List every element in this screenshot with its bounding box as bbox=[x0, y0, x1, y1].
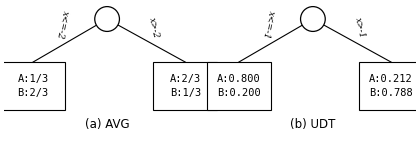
Ellipse shape bbox=[301, 7, 325, 31]
Text: B:0.200: B:0.200 bbox=[217, 88, 261, 98]
Text: B:1/3: B:1/3 bbox=[170, 88, 201, 98]
Text: B:0.788: B:0.788 bbox=[369, 88, 413, 98]
Text: A:1/3: A:1/3 bbox=[17, 74, 49, 84]
Text: (b) UDT: (b) UDT bbox=[290, 118, 336, 131]
Text: x>-2: x>-2 bbox=[147, 16, 160, 39]
FancyBboxPatch shape bbox=[359, 62, 420, 110]
Text: x>-1: x>-1 bbox=[353, 16, 366, 39]
Text: x<=-2: x<=-2 bbox=[55, 9, 70, 39]
Text: (a) AVG: (a) AVG bbox=[85, 118, 129, 131]
Text: A:0.212: A:0.212 bbox=[369, 74, 413, 84]
Text: A:2/3: A:2/3 bbox=[170, 74, 201, 84]
FancyBboxPatch shape bbox=[153, 62, 217, 110]
Text: x<=-1: x<=-1 bbox=[261, 9, 276, 39]
FancyBboxPatch shape bbox=[1, 62, 65, 110]
FancyBboxPatch shape bbox=[207, 62, 271, 110]
Text: A:0.800: A:0.800 bbox=[217, 74, 261, 84]
Text: B:2/3: B:2/3 bbox=[17, 88, 49, 98]
Ellipse shape bbox=[95, 7, 119, 31]
